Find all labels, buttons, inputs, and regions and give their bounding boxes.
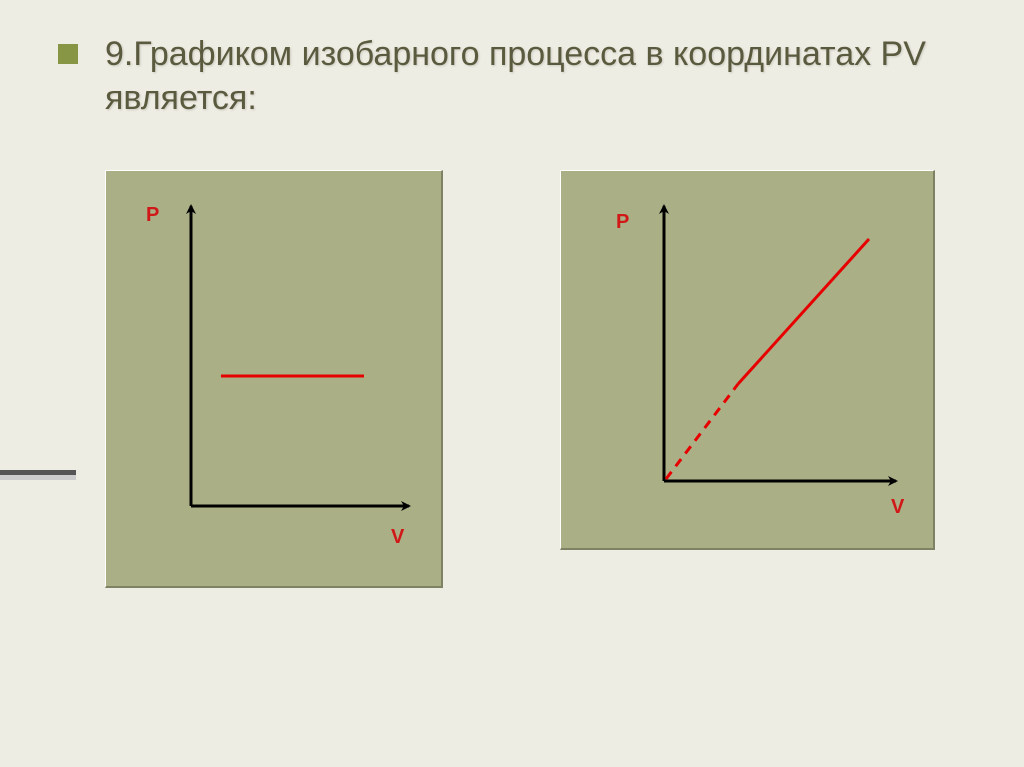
slide-title-area: 9.Графиком изобарного процесса в координ… <box>105 32 984 120</box>
right-curve-solid <box>738 239 869 384</box>
accent-bullet-square <box>58 44 78 64</box>
left-chart-panel: P V <box>105 170 443 588</box>
side-decoration-light <box>0 475 76 480</box>
left-chart-svg <box>106 171 444 589</box>
content-area: P V P V <box>0 170 1024 767</box>
right-chart-svg <box>561 171 936 551</box>
right-curve-dashed <box>666 384 738 479</box>
slide-title: 9.Графиком изобарного процесса в координ… <box>105 32 984 120</box>
right-chart-panel: P V <box>560 170 935 550</box>
